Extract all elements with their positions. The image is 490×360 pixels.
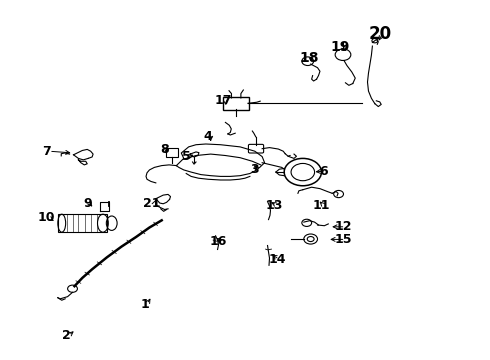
Text: 11: 11 [312, 199, 330, 212]
Text: 17: 17 [214, 94, 232, 107]
Text: 16: 16 [209, 235, 227, 248]
Text: 12: 12 [334, 220, 352, 233]
Bar [58, 214, 107, 232]
Text: 3: 3 [250, 163, 259, 176]
Text: 15: 15 [334, 233, 352, 246]
Text: 9: 9 [83, 197, 92, 210]
Text: 19: 19 [331, 40, 350, 54]
Text: 7: 7 [42, 145, 51, 158]
Text: 8: 8 [160, 143, 169, 156]
Text: 5: 5 [182, 150, 191, 163]
Text: 13: 13 [266, 199, 283, 212]
Text: 2: 2 [62, 329, 71, 342]
Text: 18: 18 [299, 51, 318, 64]
Text: 20: 20 [368, 25, 392, 43]
Text: 6: 6 [319, 165, 328, 177]
Text: 4: 4 [204, 130, 213, 143]
Text: 14: 14 [268, 253, 286, 266]
Text: 21: 21 [143, 197, 161, 210]
Text: 1: 1 [140, 298, 149, 311]
Text: 10: 10 [38, 211, 55, 224]
